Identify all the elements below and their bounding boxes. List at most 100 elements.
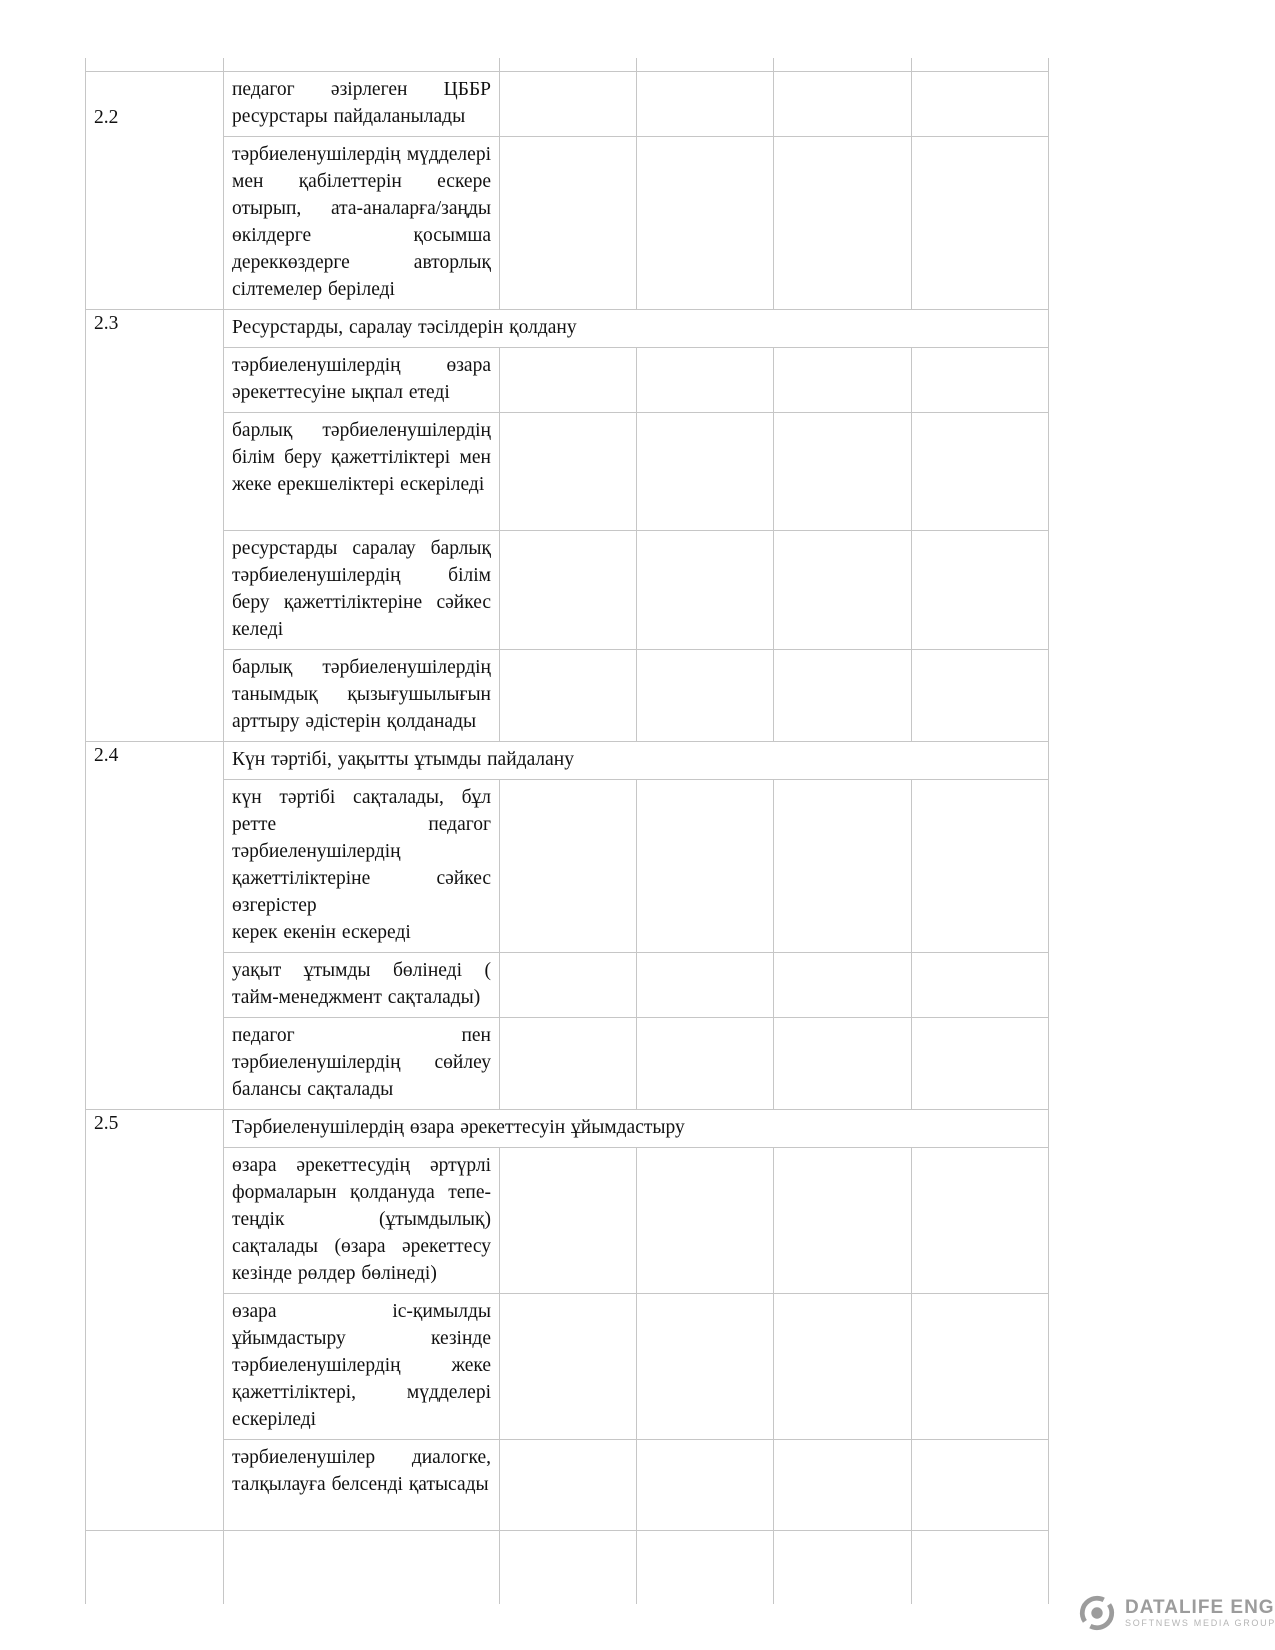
table-row: тәрбиеленушілердің өзара әрекеттесуіне ы… bbox=[86, 347, 1049, 413]
score-cell bbox=[911, 1017, 1049, 1110]
score-cell bbox=[773, 1147, 912, 1294]
score-cell bbox=[499, 136, 637, 310]
datalife-eye-icon bbox=[1078, 1594, 1116, 1632]
criterion-cell: педагог әзірлеген ЦББР ресурстары пайдал… bbox=[223, 71, 500, 137]
score-cell bbox=[636, 1530, 774, 1604]
score-cell bbox=[773, 1017, 912, 1110]
score-cell bbox=[911, 347, 1049, 413]
score-cell bbox=[911, 71, 1049, 137]
score-cell bbox=[773, 779, 912, 953]
score-cell bbox=[911, 1439, 1049, 1531]
table-row: күн тәртібі сақталады, бұл ретте педагог… bbox=[86, 779, 1049, 953]
score-cell bbox=[773, 649, 912, 742]
score-cell bbox=[499, 71, 637, 137]
section-number-cell bbox=[85, 1530, 224, 1604]
score-cell bbox=[636, 1293, 774, 1440]
score-cell bbox=[911, 779, 1049, 953]
score-cell bbox=[911, 1147, 1049, 1294]
score-cell bbox=[499, 1293, 637, 1440]
criterion-cell: тәрбиеленушілердің өзара әрекеттесуіне ы… bbox=[223, 347, 500, 413]
score-cell bbox=[773, 530, 912, 650]
score-cell bbox=[773, 952, 912, 1018]
criterion-cell: педагог пен тәрбиеленушілердің сөйлеу ба… bbox=[223, 1017, 500, 1110]
criterion-cell bbox=[223, 1530, 500, 1604]
score-cell bbox=[773, 71, 912, 137]
score-cell bbox=[636, 779, 774, 953]
score-cell bbox=[636, 412, 774, 531]
filler-cell bbox=[223, 58, 500, 72]
score-cell bbox=[911, 1530, 1049, 1604]
filler-cell bbox=[499, 58, 637, 72]
filler-cell bbox=[911, 58, 1049, 72]
score-cell bbox=[773, 412, 912, 531]
score-cell bbox=[499, 952, 637, 1018]
section-number-cell: 2.3 bbox=[85, 309, 224, 742]
criterion-cell: күн тәртібі сақталады, бұл ретте педагог… bbox=[223, 779, 500, 953]
score-cell bbox=[773, 347, 912, 413]
score-cell bbox=[636, 136, 774, 310]
table-row: тәрбиеленушілер диалогке, талқылауға бел… bbox=[86, 1439, 1049, 1531]
table-row: уақыт ұтымды бөлінеді ( тайм-менеджмент … bbox=[86, 952, 1049, 1018]
logo-title: DATALIFE ENGINE bbox=[1125, 1596, 1275, 1618]
score-cell bbox=[636, 1439, 774, 1531]
table-row: педагог пен тәрбиеленушілердің сөйлеу ба… bbox=[86, 1017, 1049, 1110]
score-cell bbox=[499, 1147, 637, 1294]
score-cell bbox=[636, 530, 774, 650]
score-cell bbox=[773, 136, 912, 310]
score-cell bbox=[636, 1147, 774, 1294]
evaluation-table: 2.2 педагог әзірлеген ЦББР ресурстары па… bbox=[85, 58, 1049, 1604]
score-cell bbox=[499, 1439, 637, 1531]
score-cell bbox=[499, 412, 637, 531]
table-row: барлық тәрбиеленушілердің танымдық қызығ… bbox=[86, 649, 1049, 742]
score-cell bbox=[773, 1293, 912, 1440]
table-row: өзара әрекеттесудің әртүрлі формаларын қ… bbox=[86, 1147, 1049, 1294]
score-cell bbox=[636, 649, 774, 742]
section-header-cell: Тәрбиеленушілердің өзара әрекеттесуін ұй… bbox=[223, 1109, 1049, 1148]
score-cell bbox=[773, 1530, 912, 1604]
criterion-cell: барлық тәрбиеленушілердің танымдық қызығ… bbox=[223, 649, 500, 742]
criterion-cell: барлық тәрбиеленушілердің білім беру қаж… bbox=[223, 412, 500, 531]
criterion-cell: тәрбиеленушілердің мүдделері мен қабілет… bbox=[223, 136, 500, 310]
score-cell bbox=[911, 136, 1049, 310]
table-row: тәрбиеленушілердің мүдделері мен қабілет… bbox=[86, 136, 1049, 310]
logo-text: DATALIFE ENGINE SOFTNEWS MEDIA GROUP bbox=[1125, 1596, 1275, 1629]
table-row: 2.4 Күн тәртібі, уақытты ұтымды пайдалан… bbox=[85, 741, 1049, 1110]
criterion-cell: өзара іс-қимылды ұйымдастыру кезінде тәр… bbox=[223, 1293, 500, 1440]
score-cell bbox=[499, 1017, 637, 1110]
score-cell bbox=[499, 649, 637, 742]
score-cell bbox=[773, 1439, 912, 1531]
section-header-cell: Ресурстарды, саралау тәсілдерін қолдану bbox=[223, 309, 1049, 348]
criterion-cell: тәрбиеленушілер диалогке, талқылауға бел… bbox=[223, 1439, 500, 1531]
criterion-cell: өзара әрекеттесудің әртүрлі формаларын қ… bbox=[223, 1147, 500, 1294]
score-cell bbox=[636, 1017, 774, 1110]
table-row: 2.2 педагог әзірлеген ЦББР ресурстары па… bbox=[85, 71, 1049, 310]
section-number-cell: 2.5 bbox=[85, 1109, 224, 1531]
score-cell bbox=[911, 649, 1049, 742]
table-row: барлық тәрбиеленушілердің білім беру қаж… bbox=[86, 412, 1049, 531]
section-number-cell: 2.4 bbox=[85, 741, 224, 1110]
score-cell bbox=[911, 530, 1049, 650]
table-row: 2.3 Ресурстарды, саралау тәсілдерін қолд… bbox=[85, 309, 1049, 742]
score-cell bbox=[636, 952, 774, 1018]
filler-cell bbox=[773, 58, 912, 72]
score-cell bbox=[499, 530, 637, 650]
table-row: өзара іс-қимылды ұйымдастыру кезінде тәр… bbox=[86, 1293, 1049, 1440]
criterion-cell: уақыт ұтымды бөлінеді ( тайм-менеджмент … bbox=[223, 952, 500, 1018]
score-cell bbox=[636, 347, 774, 413]
score-cell bbox=[911, 1293, 1049, 1440]
datalife-engine-logo[interactable]: DATALIFE ENGINE SOFTNEWS MEDIA GROUP bbox=[1078, 1594, 1275, 1632]
section-header-cell: Күн тәртібі, уақытты ұтымды пайдалану bbox=[223, 741, 1049, 780]
logo-subtitle: SOFTNEWS MEDIA GROUP bbox=[1125, 1617, 1275, 1628]
score-cell bbox=[499, 347, 637, 413]
criterion-cell: ресурстарды саралау барлық тәрбиеленушіл… bbox=[223, 530, 500, 650]
filler-cell bbox=[636, 58, 774, 72]
table-row bbox=[85, 58, 1049, 72]
score-cell bbox=[499, 1530, 637, 1604]
score-cell bbox=[636, 71, 774, 137]
score-cell bbox=[911, 952, 1049, 1018]
table-row: ресурстарды саралау барлық тәрбиеленушіл… bbox=[86, 530, 1049, 650]
table-row: 2.5 Тәрбиеленушілердің өзара әрекеттесуі… bbox=[85, 1109, 1049, 1531]
table-row bbox=[85, 1530, 1049, 1604]
section-number-cell: 2.2 bbox=[85, 71, 224, 310]
